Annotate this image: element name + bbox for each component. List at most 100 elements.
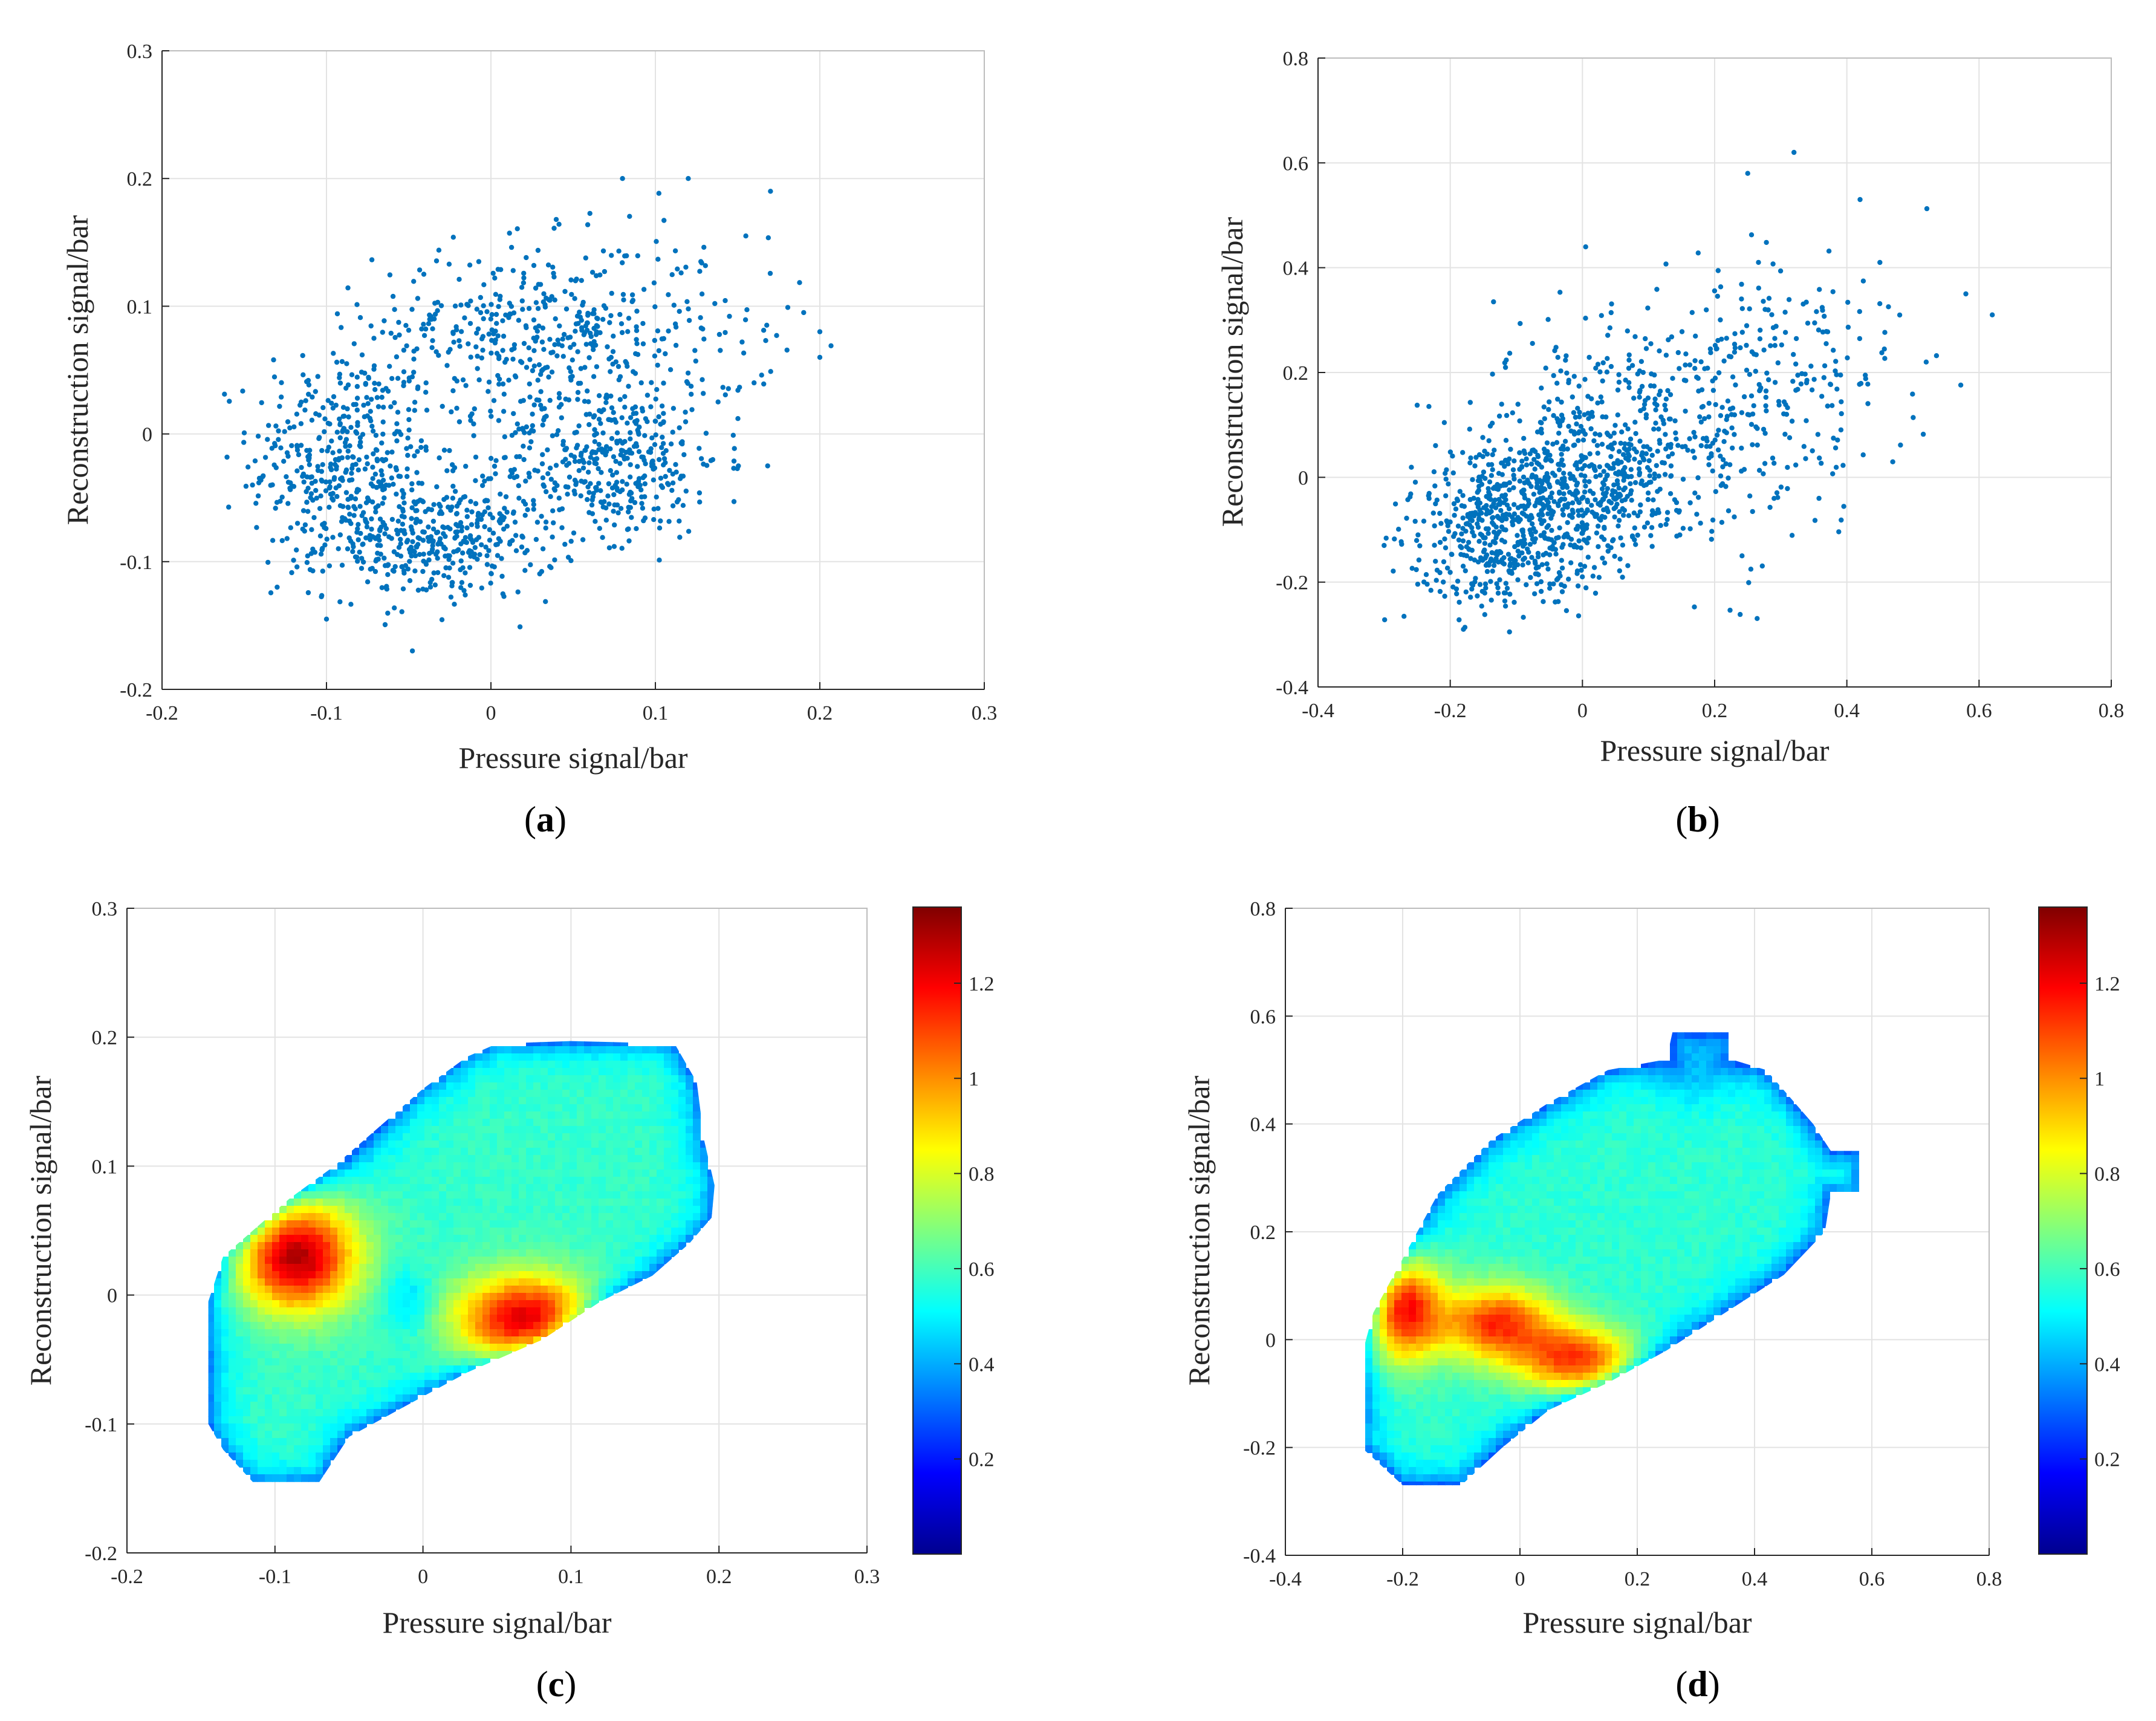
heatmap-cell (490, 1286, 498, 1293)
heatmap-cell (657, 1082, 664, 1090)
scatter-point (1539, 385, 1544, 391)
heatmap-cell (345, 1199, 352, 1206)
heatmap-cell (374, 1220, 382, 1228)
scatter-point (629, 451, 635, 456)
heatmap-cell (453, 1068, 461, 1076)
heatmap-cell (511, 1177, 519, 1185)
scatter-point (594, 456, 600, 461)
scatter-point (501, 526, 507, 532)
scatter-point (373, 558, 378, 564)
scatter-point (538, 389, 544, 394)
scatter-point (1412, 518, 1418, 524)
scatter-point (547, 337, 553, 342)
scatter-point (628, 415, 634, 420)
scatter-point (299, 464, 304, 470)
y-tick-label: -0.4 (1276, 677, 1308, 699)
scatter-point (1559, 399, 1564, 405)
scatter-point (1430, 510, 1436, 516)
scatter-point (488, 455, 494, 461)
heatmap-cell (606, 1199, 614, 1206)
heatmap-cell (388, 1278, 396, 1286)
heatmap-cell (541, 1257, 548, 1264)
scatter-point (1519, 458, 1525, 464)
heatmap-cell (424, 1264, 432, 1272)
scatter-point (1793, 336, 1799, 342)
heatmap-cell (417, 1206, 425, 1214)
heatmap-cell (417, 1162, 425, 1170)
heatmap-cell (410, 1170, 418, 1177)
scatter-point (1487, 492, 1493, 498)
scatter-point (1577, 414, 1582, 420)
scatter-point (656, 414, 661, 420)
scatter-point (325, 420, 331, 426)
scatter-point (478, 310, 484, 316)
heatmap-cell (490, 1184, 498, 1192)
heatmap-cell (446, 1249, 454, 1257)
scatter-point (1886, 304, 1891, 310)
heatmap-cell (366, 1293, 374, 1301)
scatter-point (722, 330, 728, 336)
heatmap-cell (439, 1278, 447, 1286)
scatter-point (1534, 480, 1540, 486)
heatmap-cell (250, 1249, 258, 1257)
scatter-point (1608, 434, 1613, 439)
scatter-point (1539, 481, 1545, 486)
scatter-point (1571, 431, 1577, 437)
scatter-point (1551, 581, 1556, 587)
heatmap-cell (395, 1228, 403, 1235)
scatter-point (531, 317, 537, 323)
heatmap-cell (308, 1184, 316, 1192)
y-tick-label: -0.1 (120, 551, 152, 574)
scatter-point (1517, 478, 1522, 484)
scatter-point (491, 331, 496, 337)
scatter-point (1434, 577, 1439, 583)
heatmap-cell (584, 1220, 592, 1228)
scatter-point (610, 472, 615, 478)
heatmap-cell (359, 1242, 367, 1250)
scatter-point (1489, 509, 1494, 514)
scatter-point (303, 398, 308, 403)
scatter-point (768, 189, 773, 194)
heatmap-cell (461, 1155, 469, 1163)
scatter-point (1715, 447, 1721, 453)
heatmap-cell (628, 1148, 635, 1156)
scatter-point (1675, 350, 1681, 356)
scatter-point (1715, 293, 1720, 299)
scatter-point (1910, 391, 1915, 397)
heatmap-cell (482, 1278, 490, 1286)
heatmap-cell (657, 1053, 664, 1061)
x-tick-label: 0.4 (1834, 700, 1860, 722)
heatmap-cell (620, 1140, 628, 1148)
heatmap-cell (330, 1235, 338, 1243)
heatmap-cell (620, 1220, 628, 1228)
heatmap-cell (359, 1264, 367, 1272)
scatter-point (1609, 301, 1614, 307)
heatmap-cell (562, 1286, 570, 1293)
scatter-point (591, 374, 597, 379)
heatmap-cell (541, 1119, 548, 1127)
heatmap-cell (504, 1119, 512, 1127)
y-tick-label: 0 (1298, 467, 1308, 489)
scatter-point (278, 445, 284, 451)
scatter-point (1463, 589, 1469, 595)
scatter-point (522, 513, 528, 518)
heatmap-cell (555, 1068, 563, 1076)
heatmap-cell (446, 1191, 454, 1199)
heatmap-cell (664, 1206, 672, 1214)
scatter-point (1433, 559, 1438, 564)
heatmap-cell (620, 1119, 628, 1127)
scatter-point (496, 356, 502, 362)
heatmap-cell (620, 1068, 628, 1076)
scatter-point (1718, 483, 1724, 488)
heatmap-cell (475, 1220, 483, 1228)
heatmap-cell (381, 1162, 389, 1170)
scatter-point (356, 467, 361, 473)
heatmap-cell (490, 1075, 498, 1083)
heatmap-cell (526, 1097, 534, 1105)
scatter-point (1483, 526, 1489, 532)
scatter-point (522, 430, 527, 435)
scatter-point (1554, 535, 1559, 541)
heatmap-cell (345, 1162, 352, 1170)
heatmap-cell (417, 1213, 425, 1221)
scatter-point (354, 383, 360, 389)
